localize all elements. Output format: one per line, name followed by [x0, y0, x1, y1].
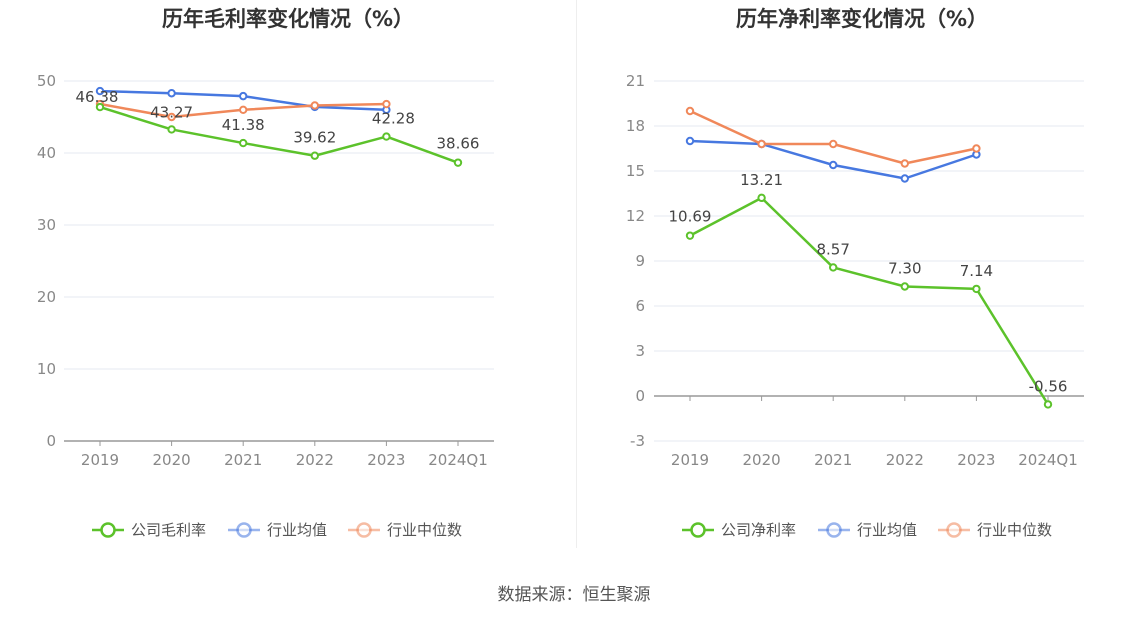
data-point: [167, 125, 176, 134]
x-tick-label: 2023: [957, 451, 995, 469]
y-tick-label: 40: [37, 144, 56, 162]
y-tick-label: 3: [635, 342, 645, 360]
data-point: [829, 160, 838, 170]
x-tick-label: 2019: [671, 451, 709, 469]
x-tick-label: 2024Q1: [428, 451, 488, 469]
data-point: [239, 138, 248, 148]
data-point: [757, 193, 766, 203]
legend-item-1: 公司毛利率: [92, 521, 206, 539]
source-text: 数据来源：恒生聚源: [497, 585, 651, 605]
x-tick-label: 2020: [153, 451, 191, 469]
data-point: [757, 139, 766, 149]
data-point: [685, 106, 695, 116]
x-tick-label: 2024Q1: [1018, 451, 1078, 469]
legend-marker: [100, 522, 116, 538]
y-tick-label: 20: [37, 288, 56, 306]
data-point: [1043, 400, 1053, 409]
legend-label: 行业均值: [267, 521, 327, 539]
data-point: [239, 105, 248, 115]
data-point: [167, 112, 176, 122]
chart-2: 历年净利率变化情况（%） -3 0 3 6 9 12 15 18 21 2019 2020 2021 20…: [626, 7, 1084, 539]
data-label: 8.57: [816, 240, 849, 258]
data-label: 43.27: [150, 103, 193, 121]
data-point: [167, 89, 176, 98]
data-label: 42.28: [372, 110, 415, 128]
y-tick-label: 30: [37, 216, 56, 234]
legend-item-3: 行业中位数: [938, 521, 1052, 539]
y-tick-label: 12: [626, 207, 645, 225]
x-tick-label: 2023: [367, 451, 405, 469]
data-point: [972, 284, 981, 294]
data-label: 7.30: [888, 260, 921, 278]
data-label: 7.14: [960, 262, 993, 280]
legend-label: 公司毛利率: [131, 521, 206, 539]
legend-marker: [946, 522, 962, 538]
data-point: [239, 91, 248, 101]
series-line-1: [99, 105, 459, 164]
y-tick-label: 21: [626, 72, 645, 90]
chart-1: 历年毛利率变化情况（%） 0 10 20 30 40 50 2019 2020 2021 2022 2…: [37, 7, 494, 539]
data-point: [829, 263, 838, 272]
series-line-1: [689, 196, 1050, 406]
y-tick-label: 9: [635, 252, 645, 270]
x-tick-label: 2019: [81, 451, 119, 469]
y-tick-label: 10: [37, 360, 56, 378]
data-label: 13.21: [740, 171, 783, 189]
data-label: 39.62: [293, 129, 336, 147]
y-tick-label: 0: [635, 387, 645, 405]
y-tick-label: 0: [46, 432, 56, 450]
legend-item-2: 行业均值: [818, 521, 917, 539]
data-point: [382, 99, 391, 109]
x-tick-label: 2022: [296, 451, 334, 469]
legend-marker: [356, 522, 372, 538]
legend-label: 行业中位数: [977, 521, 1052, 539]
data-point: [453, 158, 463, 167]
data-point: [972, 144, 981, 153]
data-label: 10.69: [669, 208, 712, 226]
data-point: [310, 101, 319, 110]
legend-label: 行业中位数: [387, 521, 462, 539]
data-label: 38.66: [437, 135, 480, 153]
data-point: [382, 132, 391, 141]
data-point: [900, 159, 909, 168]
y-tick-label: -3: [630, 432, 645, 450]
data-label: 41.38: [222, 116, 265, 134]
data-point: [95, 102, 105, 112]
legend-item-1: 公司净利率: [682, 521, 796, 539]
data-point: [900, 174, 909, 183]
legend-label: 公司净利率: [721, 521, 796, 539]
chart-title: 历年毛利率变化情况（%）: [162, 7, 414, 31]
series-line-3: [689, 109, 977, 165]
data-label: 46.38: [76, 88, 119, 106]
x-tick-label: 2021: [224, 451, 262, 469]
data-point: [900, 282, 909, 291]
data-point: [685, 136, 695, 146]
data-point: [829, 139, 838, 149]
chart-divider: [576, 0, 577, 548]
legend-marker: [826, 522, 842, 538]
data-label: -0.56: [1029, 377, 1068, 395]
legend-label: 行业均值: [857, 521, 917, 539]
chart-title: 历年净利率变化情况（%）: [736, 7, 988, 31]
y-tick-label: 18: [626, 117, 645, 135]
y-tick-label: 15: [626, 162, 645, 180]
data-point: [685, 231, 695, 240]
x-tick-label: 2020: [743, 451, 781, 469]
x-tick-label: 2022: [886, 451, 924, 469]
y-tick-label: 50: [37, 72, 56, 90]
data-point: [310, 151, 319, 160]
legend-item-3: 行业中位数: [348, 521, 462, 539]
legend-marker: [236, 522, 252, 538]
legend-marker: [690, 522, 706, 538]
data-point: [95, 86, 105, 96]
legend-item-2: 行业均值: [228, 521, 327, 539]
x-tick-label: 2021: [814, 451, 852, 469]
y-tick-label: 6: [635, 297, 645, 315]
